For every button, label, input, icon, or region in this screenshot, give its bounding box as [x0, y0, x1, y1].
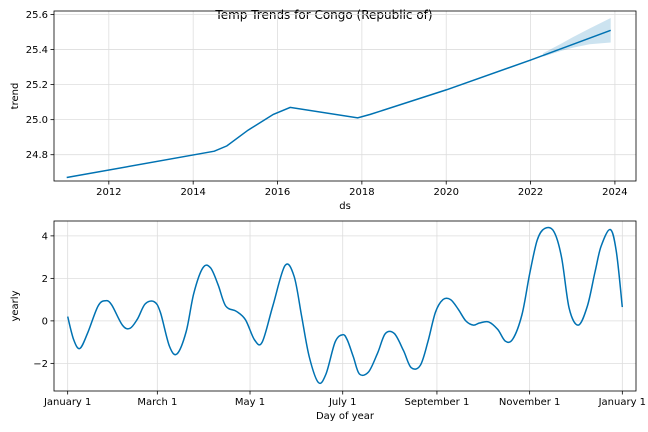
trend-x-tick-label: 2016 [265, 187, 290, 198]
trend-x-tick-label: 2024 [602, 187, 627, 198]
trend-y-tick-label: 24.8 [26, 150, 48, 161]
yearly-x-tick-label: May 1 [235, 397, 265, 408]
trend-x-tick-label: 2020 [433, 187, 458, 198]
trend-x-tick-label: 2018 [349, 187, 374, 198]
figure-title: Temp Trends for Congo (Republic of) [214, 8, 432, 22]
yearly-series-line [66, 226, 624, 385]
trend-x-tick-label: 2012 [96, 187, 121, 198]
yearly-x-tick-label: January 1 [598, 397, 646, 408]
yearly-x-axis-label: Day of year [316, 411, 375, 422]
yearly-axes-frame [53, 220, 637, 392]
yearly-grid [54, 221, 636, 391]
yearly-panel: January 1 March 1 May 1 July 1 September 1 No… [10, 220, 646, 422]
yearly-x-tick-label: March 1 [137, 397, 177, 408]
trend-uncertainty-band [543, 18, 611, 57]
yearly-x-tick-label: July 1 [328, 397, 357, 408]
trend-x-axis-label: ds [339, 201, 351, 212]
trend-series-line [66, 29, 611, 179]
yearly-x-tick-label: January 1 [43, 397, 91, 408]
yearly-x-tick-label: September 1 [405, 397, 470, 408]
yearly-y-tick-label: −2 [33, 359, 48, 370]
trend-panel: 2012 2014 2016 2018 2020 2022 2024 24.8 25.0 25.2… [10, 10, 637, 212]
yearly-x-tick-label: November 1 [499, 397, 561, 408]
trend-y-tick-label: 25.4 [26, 45, 48, 56]
yearly-y-tick-label: 0 [42, 316, 48, 327]
yearly-y-tick-label: 2 [42, 274, 48, 285]
trend-line-series-0 [66, 29, 611, 179]
trend-y-tick-label: 25.6 [26, 10, 48, 21]
trend-axes-frame [53, 10, 637, 182]
yearly-y-axis-label: yearly [10, 290, 21, 321]
trend-x-tick-label: 2014 [180, 187, 205, 198]
trend-y-tick-label: 25.0 [26, 115, 48, 126]
trend-y-axis-label: trend [10, 83, 21, 110]
trend-grid [54, 11, 636, 181]
trend-x-tick-label: 2022 [518, 187, 543, 198]
yearly-ticks: January 1 March 1 May 1 July 1 September 1 No… [33, 231, 646, 408]
yearly-line-series-0 [66, 226, 624, 385]
trend-y-tick-label: 25.2 [26, 80, 48, 91]
yearly-y-tick-label: 4 [42, 231, 48, 242]
trend-ticks: 2012 2014 2016 2018 2020 2022 2024 24.8 25.0 25.2… [26, 10, 628, 198]
trend-uncertainty-area [543, 18, 611, 57]
